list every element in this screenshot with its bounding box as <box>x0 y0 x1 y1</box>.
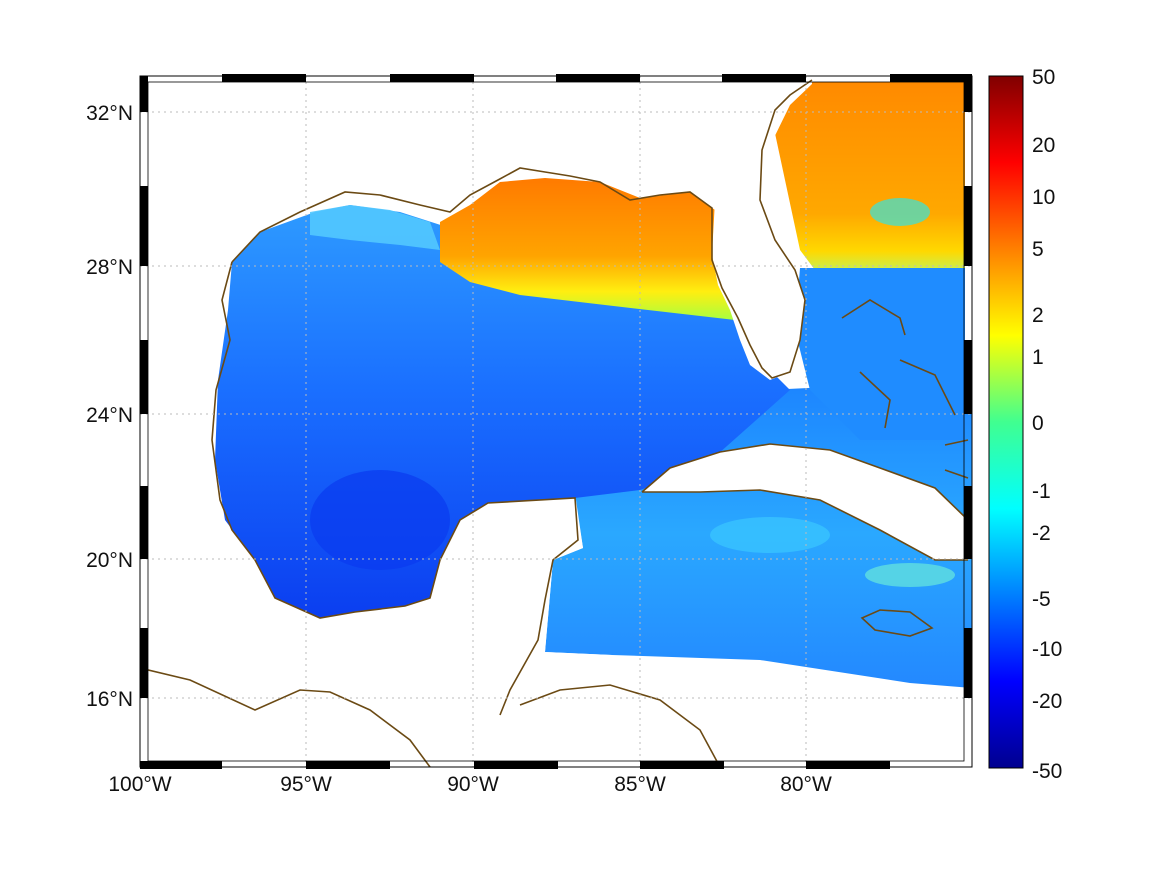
colorbar: 50 20 10 5 2 1 0 -1 -2 -5 -10 -20 -50 <box>988 66 1062 783</box>
caribbean-warm-patch-2 <box>865 563 955 587</box>
lon-axis-labels: 100°W 95°W 90°W 85°W 80°W <box>108 773 832 796</box>
colorbar-tick-labels: 50 20 10 5 2 1 0 -1 -2 -5 -10 -20 -50 <box>1032 66 1062 783</box>
lat-axis-labels: 32°N 28°N 24°N 20°N 16°N <box>86 102 133 711</box>
coastlines <box>140 79 969 767</box>
lon-label-80w: 80°W <box>780 773 832 796</box>
atlantic-offshore-field <box>770 82 965 270</box>
cbar-label-50: 50 <box>1032 66 1055 89</box>
lon-label-85w: 85°W <box>614 773 666 796</box>
cuba-land <box>642 444 968 560</box>
cbar-label-20: 20 <box>1032 134 1055 157</box>
cbar-label-neg50: -50 <box>1032 760 1062 783</box>
jamaica-coastline <box>860 609 934 637</box>
cbar-label-neg2: -2 <box>1032 522 1051 545</box>
lon-label-90w: 90°W <box>447 773 499 796</box>
honduras-coastline <box>519 684 721 767</box>
map-frame <box>139 74 973 769</box>
gulf-coastline <box>231 79 813 379</box>
cbar-label-0: 0 <box>1032 412 1044 435</box>
lat-label-28n: 28°N <box>86 256 133 279</box>
caribbean-warm-patch <box>710 517 830 553</box>
cbar-label-5: 5 <box>1032 238 1044 261</box>
texas-shelf-field <box>310 205 440 250</box>
cbar-label-2: 2 <box>1032 304 1044 327</box>
cbar-label-1: 1 <box>1032 346 1044 369</box>
cool-spot <box>310 470 450 570</box>
cuba-coastline <box>641 443 969 561</box>
lat-label-16n: 16°N <box>86 688 133 711</box>
lat-label-32n: 32°N <box>86 102 133 125</box>
lon-label-95w: 95°W <box>280 773 332 796</box>
central-america-coastline <box>140 667 431 767</box>
cbar-label-neg1: -1 <box>1032 480 1051 503</box>
data-field <box>215 82 972 688</box>
northern-gulf-shelf-field <box>440 178 735 320</box>
yucatan-land <box>140 498 612 767</box>
lat-label-24n: 24°N <box>86 404 133 427</box>
cbar-label-neg20: -20 <box>1032 690 1062 713</box>
colorbar-gradient <box>988 75 1024 769</box>
florida-land <box>712 80 812 380</box>
bahamas-coastline <box>841 299 956 429</box>
cbar-label-10: 10 <box>1032 186 1055 209</box>
land-masks <box>140 80 968 767</box>
lon-label-100w: 100°W <box>108 773 171 796</box>
mexico-coastline <box>211 261 579 716</box>
atlantic-cool-patch <box>870 198 930 226</box>
lat-label-20n: 20°N <box>86 549 133 572</box>
cbar-label-neg5: -5 <box>1032 588 1051 611</box>
cbar-label-neg10: -10 <box>1032 638 1062 661</box>
atlantic-lower-field <box>795 268 965 440</box>
graticule <box>140 76 972 767</box>
